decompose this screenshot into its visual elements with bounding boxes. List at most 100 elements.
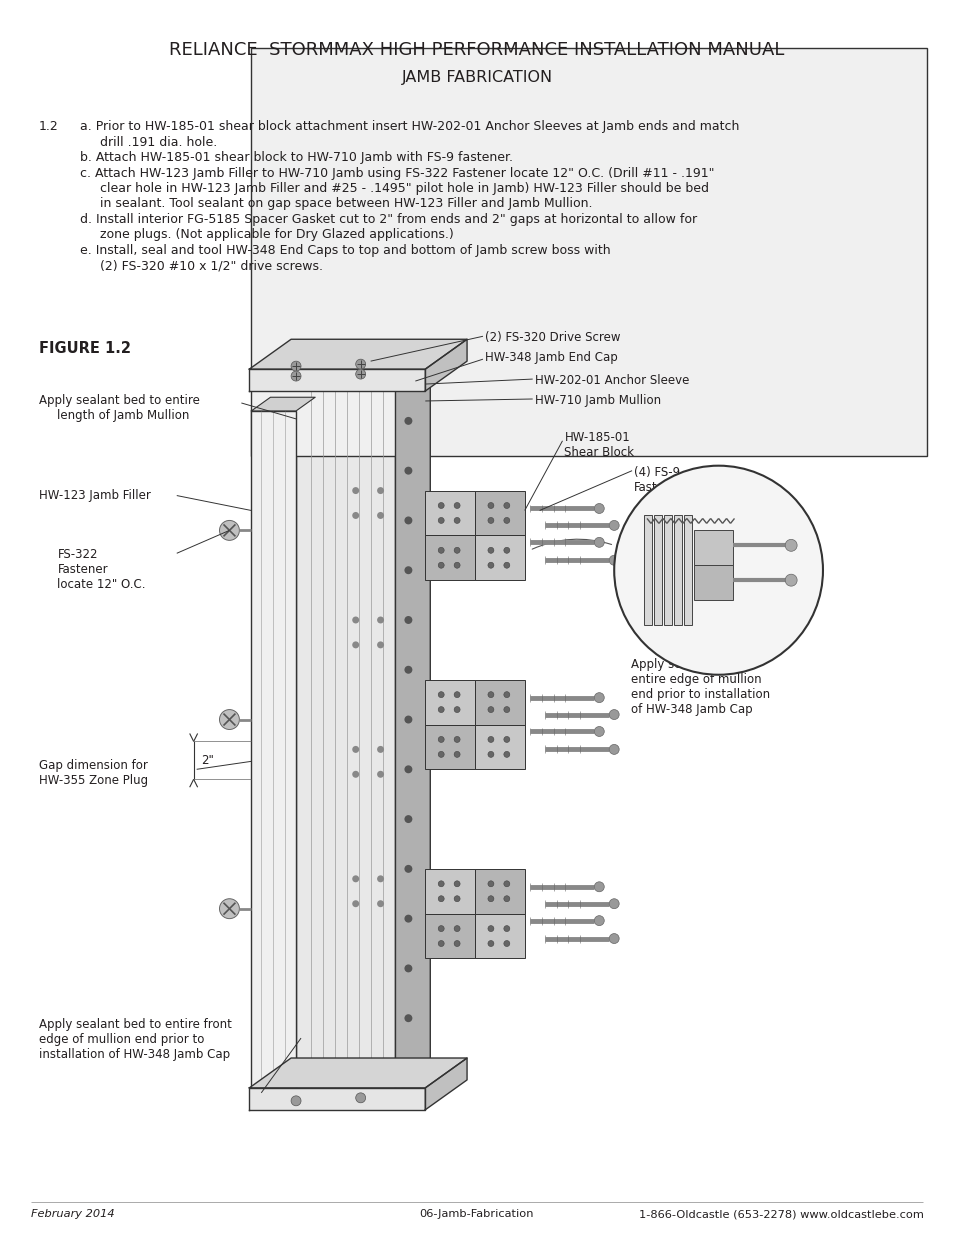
- Circle shape: [594, 726, 603, 736]
- Polygon shape: [295, 361, 430, 387]
- Circle shape: [454, 941, 459, 946]
- Circle shape: [437, 736, 444, 742]
- Text: (2) FS-320 #10 x 1/2" drive screws.: (2) FS-320 #10 x 1/2" drive screws.: [100, 259, 323, 272]
- Circle shape: [454, 706, 459, 713]
- Text: 1.2: 1.2: [38, 120, 58, 133]
- Circle shape: [355, 359, 365, 369]
- Circle shape: [614, 466, 822, 674]
- Circle shape: [219, 899, 239, 919]
- Bar: [251, 411, 295, 1088]
- Text: clear hole in HW-123 Jamb Filler and #25 - .1495" pilot hole in Jamb) HW-123 Fil: clear hole in HW-123 Jamb Filler and #25…: [100, 182, 708, 195]
- Bar: [475, 490, 524, 535]
- Circle shape: [404, 467, 412, 474]
- Circle shape: [352, 746, 359, 753]
- Circle shape: [784, 574, 797, 587]
- Polygon shape: [251, 398, 314, 411]
- Polygon shape: [249, 340, 467, 369]
- Circle shape: [503, 925, 509, 931]
- Text: (4) FS-9: (4) FS-9: [634, 466, 679, 479]
- Circle shape: [503, 895, 509, 902]
- Circle shape: [503, 881, 509, 887]
- Circle shape: [437, 562, 444, 568]
- Circle shape: [503, 503, 509, 509]
- Circle shape: [404, 815, 412, 823]
- Circle shape: [376, 900, 384, 908]
- Text: FIGURE 1.2: FIGURE 1.2: [38, 341, 131, 356]
- Text: installation of HW-348 Jamb Cap: installation of HW-348 Jamb Cap: [38, 1049, 230, 1061]
- Circle shape: [404, 516, 412, 525]
- Bar: [251, 48, 926, 456]
- Text: HW-123 Jamb Filler: HW-123 Jamb Filler: [38, 489, 151, 501]
- Text: HW-710 Jamb Mullion: HW-710 Jamb Mullion: [534, 394, 660, 408]
- Text: edge of mullion end prior to: edge of mullion end prior to: [38, 1034, 204, 1046]
- Circle shape: [352, 616, 359, 624]
- Bar: [425, 914, 475, 958]
- Circle shape: [454, 925, 459, 931]
- Text: Apply sealant bed to: Apply sealant bed to: [631, 658, 753, 671]
- Bar: [425, 679, 475, 725]
- Bar: [663, 515, 671, 625]
- Circle shape: [404, 1014, 412, 1023]
- Circle shape: [291, 1095, 301, 1105]
- Bar: [653, 515, 661, 625]
- Circle shape: [352, 900, 359, 908]
- Circle shape: [487, 881, 494, 887]
- Text: Shear Block: Shear Block: [564, 446, 634, 458]
- Text: February 2014: February 2014: [30, 1209, 114, 1219]
- Circle shape: [609, 710, 618, 720]
- Text: entire edge of mullion: entire edge of mullion: [631, 673, 760, 685]
- Text: Fastener: Fastener: [57, 563, 108, 577]
- Text: HW-355 Zone Plug: HW-355 Zone Plug: [38, 774, 148, 787]
- Circle shape: [291, 370, 301, 382]
- Circle shape: [594, 882, 603, 892]
- Circle shape: [594, 537, 603, 547]
- FancyArrowPatch shape: [532, 540, 611, 550]
- Circle shape: [784, 540, 797, 551]
- Circle shape: [487, 547, 494, 553]
- Circle shape: [352, 876, 359, 882]
- Text: end prior to installation: end prior to installation: [631, 688, 769, 700]
- Circle shape: [404, 715, 412, 724]
- Polygon shape: [249, 369, 425, 391]
- Circle shape: [404, 965, 412, 972]
- Circle shape: [487, 751, 494, 757]
- Text: 1-866-Oldcastle (653-2278) www.oldcastlebe.com: 1-866-Oldcastle (653-2278) www.oldcastle…: [638, 1209, 923, 1219]
- Circle shape: [219, 710, 239, 730]
- Text: b. Attach HW-185-01 shear block to HW-710 Jamb with FS-9 fastener.: b. Attach HW-185-01 shear block to HW-71…: [80, 151, 513, 164]
- Circle shape: [376, 641, 384, 648]
- Circle shape: [594, 693, 603, 703]
- Bar: [643, 515, 651, 625]
- Text: Fasteners: Fasteners: [634, 480, 690, 494]
- Bar: [475, 914, 524, 958]
- Text: 2": 2": [201, 753, 214, 767]
- Circle shape: [454, 517, 459, 524]
- Text: FS-322: FS-322: [57, 548, 98, 562]
- Circle shape: [404, 1065, 412, 1072]
- Polygon shape: [395, 361, 430, 1093]
- Circle shape: [352, 513, 359, 519]
- Text: HW-202-01 Anchor Sleeve: HW-202-01 Anchor Sleeve: [534, 374, 688, 387]
- Polygon shape: [425, 1058, 467, 1110]
- Text: 06-Jamb-Fabrication: 06-Jamb-Fabrication: [419, 1209, 534, 1219]
- Circle shape: [219, 520, 239, 541]
- Bar: [693, 530, 733, 566]
- Polygon shape: [249, 1088, 425, 1110]
- Bar: [425, 869, 475, 914]
- Circle shape: [454, 751, 459, 757]
- Circle shape: [503, 517, 509, 524]
- Circle shape: [355, 1093, 365, 1103]
- Circle shape: [454, 895, 459, 902]
- Text: length of Jamb Mullion: length of Jamb Mullion: [57, 409, 190, 422]
- Circle shape: [503, 736, 509, 742]
- Circle shape: [503, 562, 509, 568]
- Circle shape: [437, 503, 444, 509]
- Text: drill .191 dia. hole.: drill .191 dia. hole.: [100, 136, 217, 148]
- Circle shape: [437, 751, 444, 757]
- Circle shape: [352, 771, 359, 778]
- Circle shape: [437, 547, 444, 553]
- Circle shape: [376, 771, 384, 778]
- Text: HW-185-01: HW-185-01: [564, 431, 630, 443]
- Circle shape: [454, 547, 459, 553]
- Circle shape: [487, 895, 494, 902]
- Polygon shape: [425, 340, 467, 391]
